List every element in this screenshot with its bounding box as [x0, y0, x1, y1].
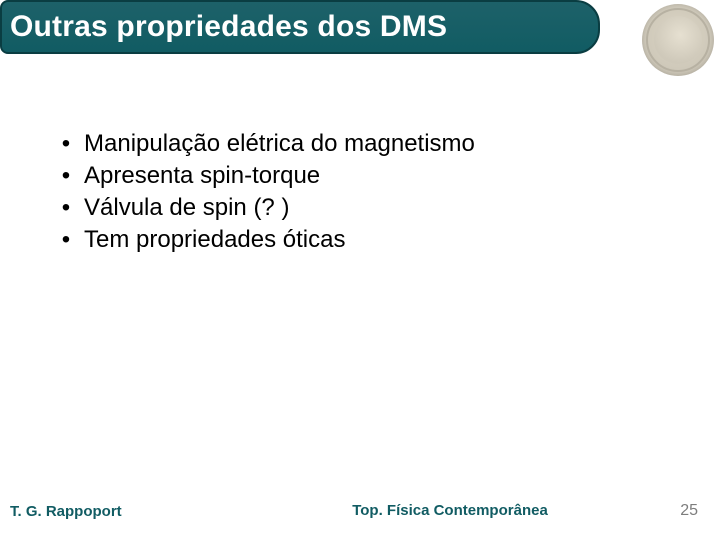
seal-logo — [642, 4, 714, 76]
list-item: • Tem propriedades óticas — [48, 226, 648, 254]
list-item-text: Manipulação elétrica do magnetismo — [84, 130, 475, 158]
bullet-icon: • — [48, 162, 84, 190]
bullet-icon: • — [48, 194, 84, 222]
bullet-icon: • — [48, 226, 84, 254]
slide-title: Outras propriedades dos DMS — [10, 10, 447, 44]
page-number: 25 — [680, 502, 698, 520]
slide: Outras propriedades dos DMS • Manipulaçã… — [0, 0, 720, 540]
list-item-text: Tem propriedades óticas — [84, 226, 345, 254]
bullet-icon: • — [48, 130, 84, 158]
list-item: • Apresenta spin-torque — [48, 162, 648, 190]
bullet-list: • Manipulação elétrica do magnetismo • A… — [48, 130, 648, 258]
list-item: • Manipulação elétrica do magnetismo — [48, 130, 648, 158]
list-item-text: Apresenta spin-torque — [84, 162, 320, 190]
footer-author: T. G. Rappoport — [10, 503, 122, 520]
list-item: • Válvula de spin (? ) — [48, 194, 648, 222]
list-item-text: Válvula de spin (? ) — [84, 194, 289, 222]
title-bar: Outras propriedades dos DMS — [0, 0, 600, 54]
footer-course: Top. Física Contemporânea — [352, 502, 548, 519]
